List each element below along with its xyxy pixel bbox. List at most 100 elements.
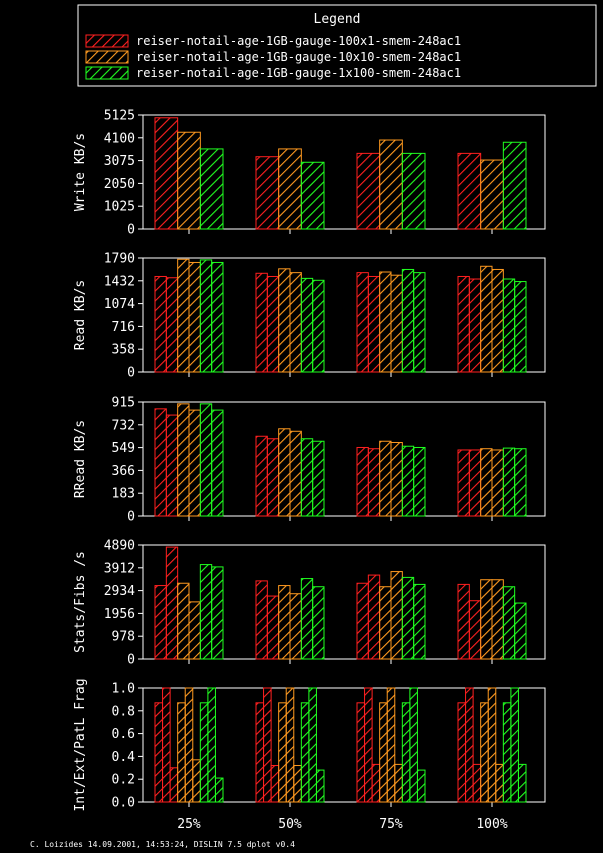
legend-title: Legend (314, 12, 361, 27)
y-tick-label: 915 (112, 396, 135, 411)
bar (211, 566, 224, 660)
bar (300, 702, 310, 803)
bar (162, 687, 171, 803)
bar (211, 409, 224, 517)
bar (379, 440, 392, 517)
y-tick-label: 366 (112, 464, 135, 479)
bar (480, 159, 504, 230)
bar (472, 763, 482, 803)
bar (502, 586, 516, 660)
bar (491, 579, 504, 660)
bar (154, 117, 179, 230)
y-tick-label: 0.0 (112, 796, 135, 811)
legend-label-series-3: reiser-notail-age-1GB-gauge-1x100-smem-2… (136, 66, 461, 80)
legend-entry: reiser-notail-age-1GB-gauge-1x100-smem-2… (85, 66, 461, 80)
bar (300, 277, 314, 373)
bar (367, 448, 381, 517)
bar (278, 428, 291, 517)
bar (177, 258, 190, 373)
bar (177, 582, 190, 660)
plot-frame (142, 687, 546, 803)
bar (502, 702, 512, 803)
chart-panel: 0.0 0.2 0.4 0.6 0.8 1.0 Int/Ext/PatL Frag (73, 678, 546, 812)
bar (199, 403, 213, 517)
bar (401, 576, 415, 660)
chart-panels: 0 1025 2050 3075 4100 5125 Write KB/s 0 358 716 10… (73, 109, 546, 812)
bar (371, 763, 381, 803)
chart-panel: 0 183 366 549 732 915 RRead KB/s (73, 396, 546, 525)
bar (457, 702, 467, 803)
bar (356, 702, 366, 803)
bar (468, 600, 482, 660)
bar (367, 574, 381, 660)
bar (214, 777, 224, 803)
bar (263, 687, 272, 803)
bar (416, 769, 426, 803)
bar (165, 414, 179, 517)
bar (491, 449, 504, 517)
bar (401, 702, 411, 803)
y-tick-label: 732 (112, 418, 135, 433)
y-axis-label: Int/Ext/PatL Frag (73, 678, 88, 811)
legend-box (77, 4, 597, 87)
bar (514, 448, 527, 517)
bar (367, 275, 381, 373)
bar (502, 278, 516, 373)
x-tick-label-25: 25% (177, 817, 201, 832)
bar (379, 586, 392, 660)
bar (255, 702, 265, 803)
x-tick-label-75: 75% (379, 817, 403, 832)
chart-panel: 0 978 1956 2934 3912 4890 Stats/Fibs /s (73, 539, 546, 668)
bar (413, 583, 426, 660)
y-tick-label: 1432 (104, 274, 135, 289)
y-tick-label: 4100 (104, 131, 135, 146)
bar (390, 274, 403, 373)
y-tick-label: 0.6 (112, 727, 135, 742)
bar (457, 449, 470, 517)
legend-entry: reiser-notail-age-1GB-gauge-100x1-smem-2… (85, 34, 461, 48)
bar (457, 275, 470, 373)
bar (255, 580, 268, 660)
bar (285, 687, 295, 803)
chart-panel: 0 1025 2050 3075 4100 5125 Write KB/s (73, 109, 546, 238)
y-tick-label: 0.8 (112, 704, 135, 719)
bar (188, 409, 201, 517)
y-tick-label: 2934 (104, 584, 135, 599)
y-tick-label: 978 (112, 630, 135, 645)
bar (480, 579, 493, 660)
y-tick-label: 716 (112, 320, 135, 335)
bar (312, 586, 325, 660)
bar (207, 687, 216, 803)
bar (379, 139, 403, 230)
bar (300, 438, 314, 517)
y-tick-label: 0.2 (112, 773, 135, 788)
bar (293, 765, 302, 803)
bar (312, 279, 325, 373)
bar (169, 767, 179, 803)
bar (154, 275, 167, 373)
legend-label-series-2: reiser-notail-age-1GB-gauge-10x10-smem-2… (136, 50, 461, 64)
bar (315, 769, 325, 803)
y-tick-label: 0.4 (112, 750, 136, 765)
bar (394, 763, 403, 803)
bar (457, 583, 470, 660)
bar (177, 403, 190, 517)
bar (491, 268, 504, 373)
bar (177, 131, 201, 230)
bar (300, 161, 325, 230)
y-tick-label: 2050 (104, 177, 135, 192)
bar (300, 578, 314, 660)
bar (356, 582, 369, 660)
bar (289, 272, 302, 373)
y-axis-label: Stats/Fibs /s (73, 551, 88, 653)
bar (409, 687, 418, 803)
bar (211, 261, 224, 373)
bar (390, 571, 403, 660)
bar (255, 156, 280, 230)
bar (188, 601, 201, 660)
bar (289, 430, 302, 517)
bar (199, 702, 209, 803)
x-tick-label-50: 50% (278, 817, 302, 832)
y-tick-label: 5125 (104, 109, 135, 124)
